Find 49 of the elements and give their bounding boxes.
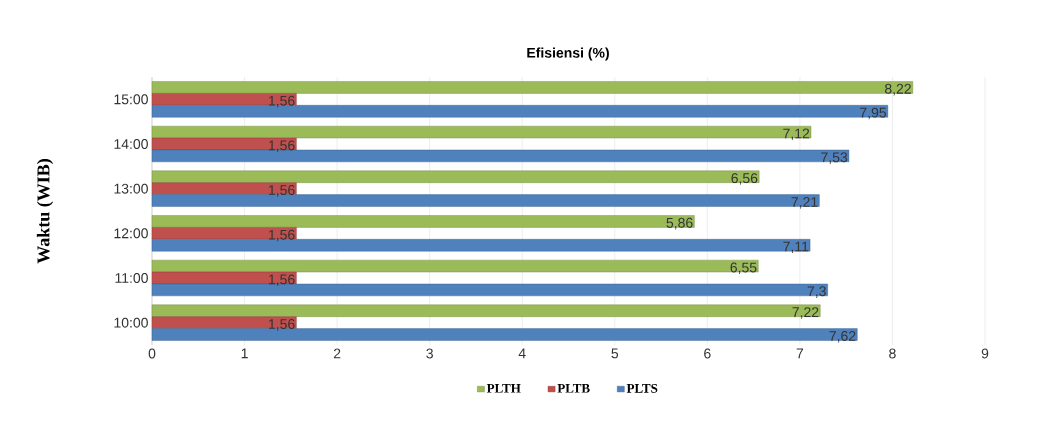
data-label: 1,56 bbox=[269, 95, 295, 108]
y-tick-label: 12:00 bbox=[114, 228, 148, 239]
data-label: 7,62 bbox=[829, 331, 856, 343]
x-tick-label: 9 bbox=[981, 348, 989, 359]
x-tick-label: 2 bbox=[333, 348, 341, 359]
data-label: 5,86 bbox=[666, 217, 693, 230]
data-label: 7,95 bbox=[860, 107, 887, 120]
x-tick-label: 4 bbox=[518, 348, 526, 359]
x-tick-label: 8 bbox=[889, 348, 896, 359]
bar bbox=[151, 125, 812, 139]
bar bbox=[151, 81, 914, 94]
bar bbox=[151, 170, 760, 183]
bar bbox=[151, 304, 821, 317]
bar bbox=[151, 316, 297, 329]
x-tick-label: 1 bbox=[241, 348, 248, 359]
legend-label: PLTH bbox=[486, 384, 521, 393]
data-label: 7,21 bbox=[791, 197, 818, 209]
data-label: 1,56 bbox=[269, 274, 295, 286]
chart-title: Efisiensi (%) bbox=[527, 47, 609, 61]
bar bbox=[151, 182, 297, 195]
y-axis-title: Waktu (WIB) bbox=[36, 159, 54, 264]
bar bbox=[151, 271, 297, 285]
data-label: 6,55 bbox=[730, 262, 757, 275]
data-label: 1,56 bbox=[269, 140, 295, 152]
data-label: 7,53 bbox=[821, 152, 848, 164]
y-tick-label: 15:00 bbox=[114, 94, 148, 105]
y-tick-label: 13:00 bbox=[114, 183, 148, 194]
data-label: 8,22 bbox=[884, 83, 911, 96]
legend-label: PLTB bbox=[557, 384, 590, 393]
data-label: 7,3 bbox=[807, 286, 826, 298]
x-tick-label: 3 bbox=[426, 348, 433, 359]
bar bbox=[151, 215, 695, 228]
legend-label: PLTS bbox=[626, 384, 658, 393]
x-tick-label: 6 bbox=[704, 348, 711, 359]
y-tick-label: 10:00 bbox=[114, 317, 148, 328]
y-tick-label: 11:00 bbox=[115, 273, 148, 283]
y-tick-label: 14:00 bbox=[114, 139, 148, 149]
bar bbox=[151, 227, 297, 240]
data-label: 7,12 bbox=[783, 128, 810, 141]
bar bbox=[151, 259, 759, 273]
bar bbox=[151, 93, 297, 106]
x-tick-label: 7 bbox=[796, 348, 804, 359]
x-tick-label: 5 bbox=[611, 348, 619, 359]
bar bbox=[151, 137, 297, 151]
data-label: 7,22 bbox=[792, 307, 819, 319]
data-label: 6,56 bbox=[731, 173, 758, 185]
data-label: 1,56 bbox=[269, 229, 295, 242]
x-tick-label: 0 bbox=[148, 348, 156, 359]
data-label: 7,11 bbox=[783, 241, 809, 254]
